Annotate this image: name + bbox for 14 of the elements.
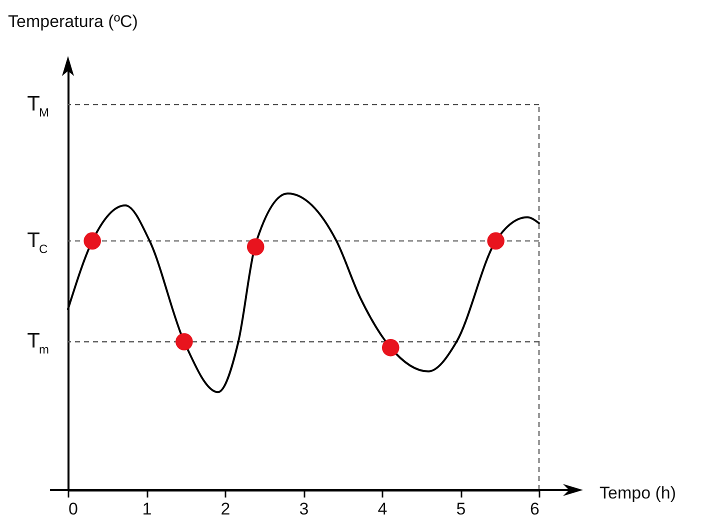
x-tick-label: 1 [142, 500, 152, 518]
point [84, 232, 101, 250]
x-tick-label: 4 [378, 500, 388, 518]
x-tick-label: 6 [530, 500, 540, 518]
point [176, 333, 193, 350]
point [382, 339, 400, 356]
x-tick-label: 0 [68, 500, 78, 518]
x-tick-label: 3 [299, 500, 309, 518]
point [246, 238, 264, 256]
x-axis-title: Tempo (h) [600, 484, 676, 502]
x-tick-label: 5 [456, 500, 466, 518]
point [487, 232, 504, 250]
text: Temperatura (ºC) [8, 12, 138, 31]
x-tick-label: 2 [220, 500, 230, 518]
